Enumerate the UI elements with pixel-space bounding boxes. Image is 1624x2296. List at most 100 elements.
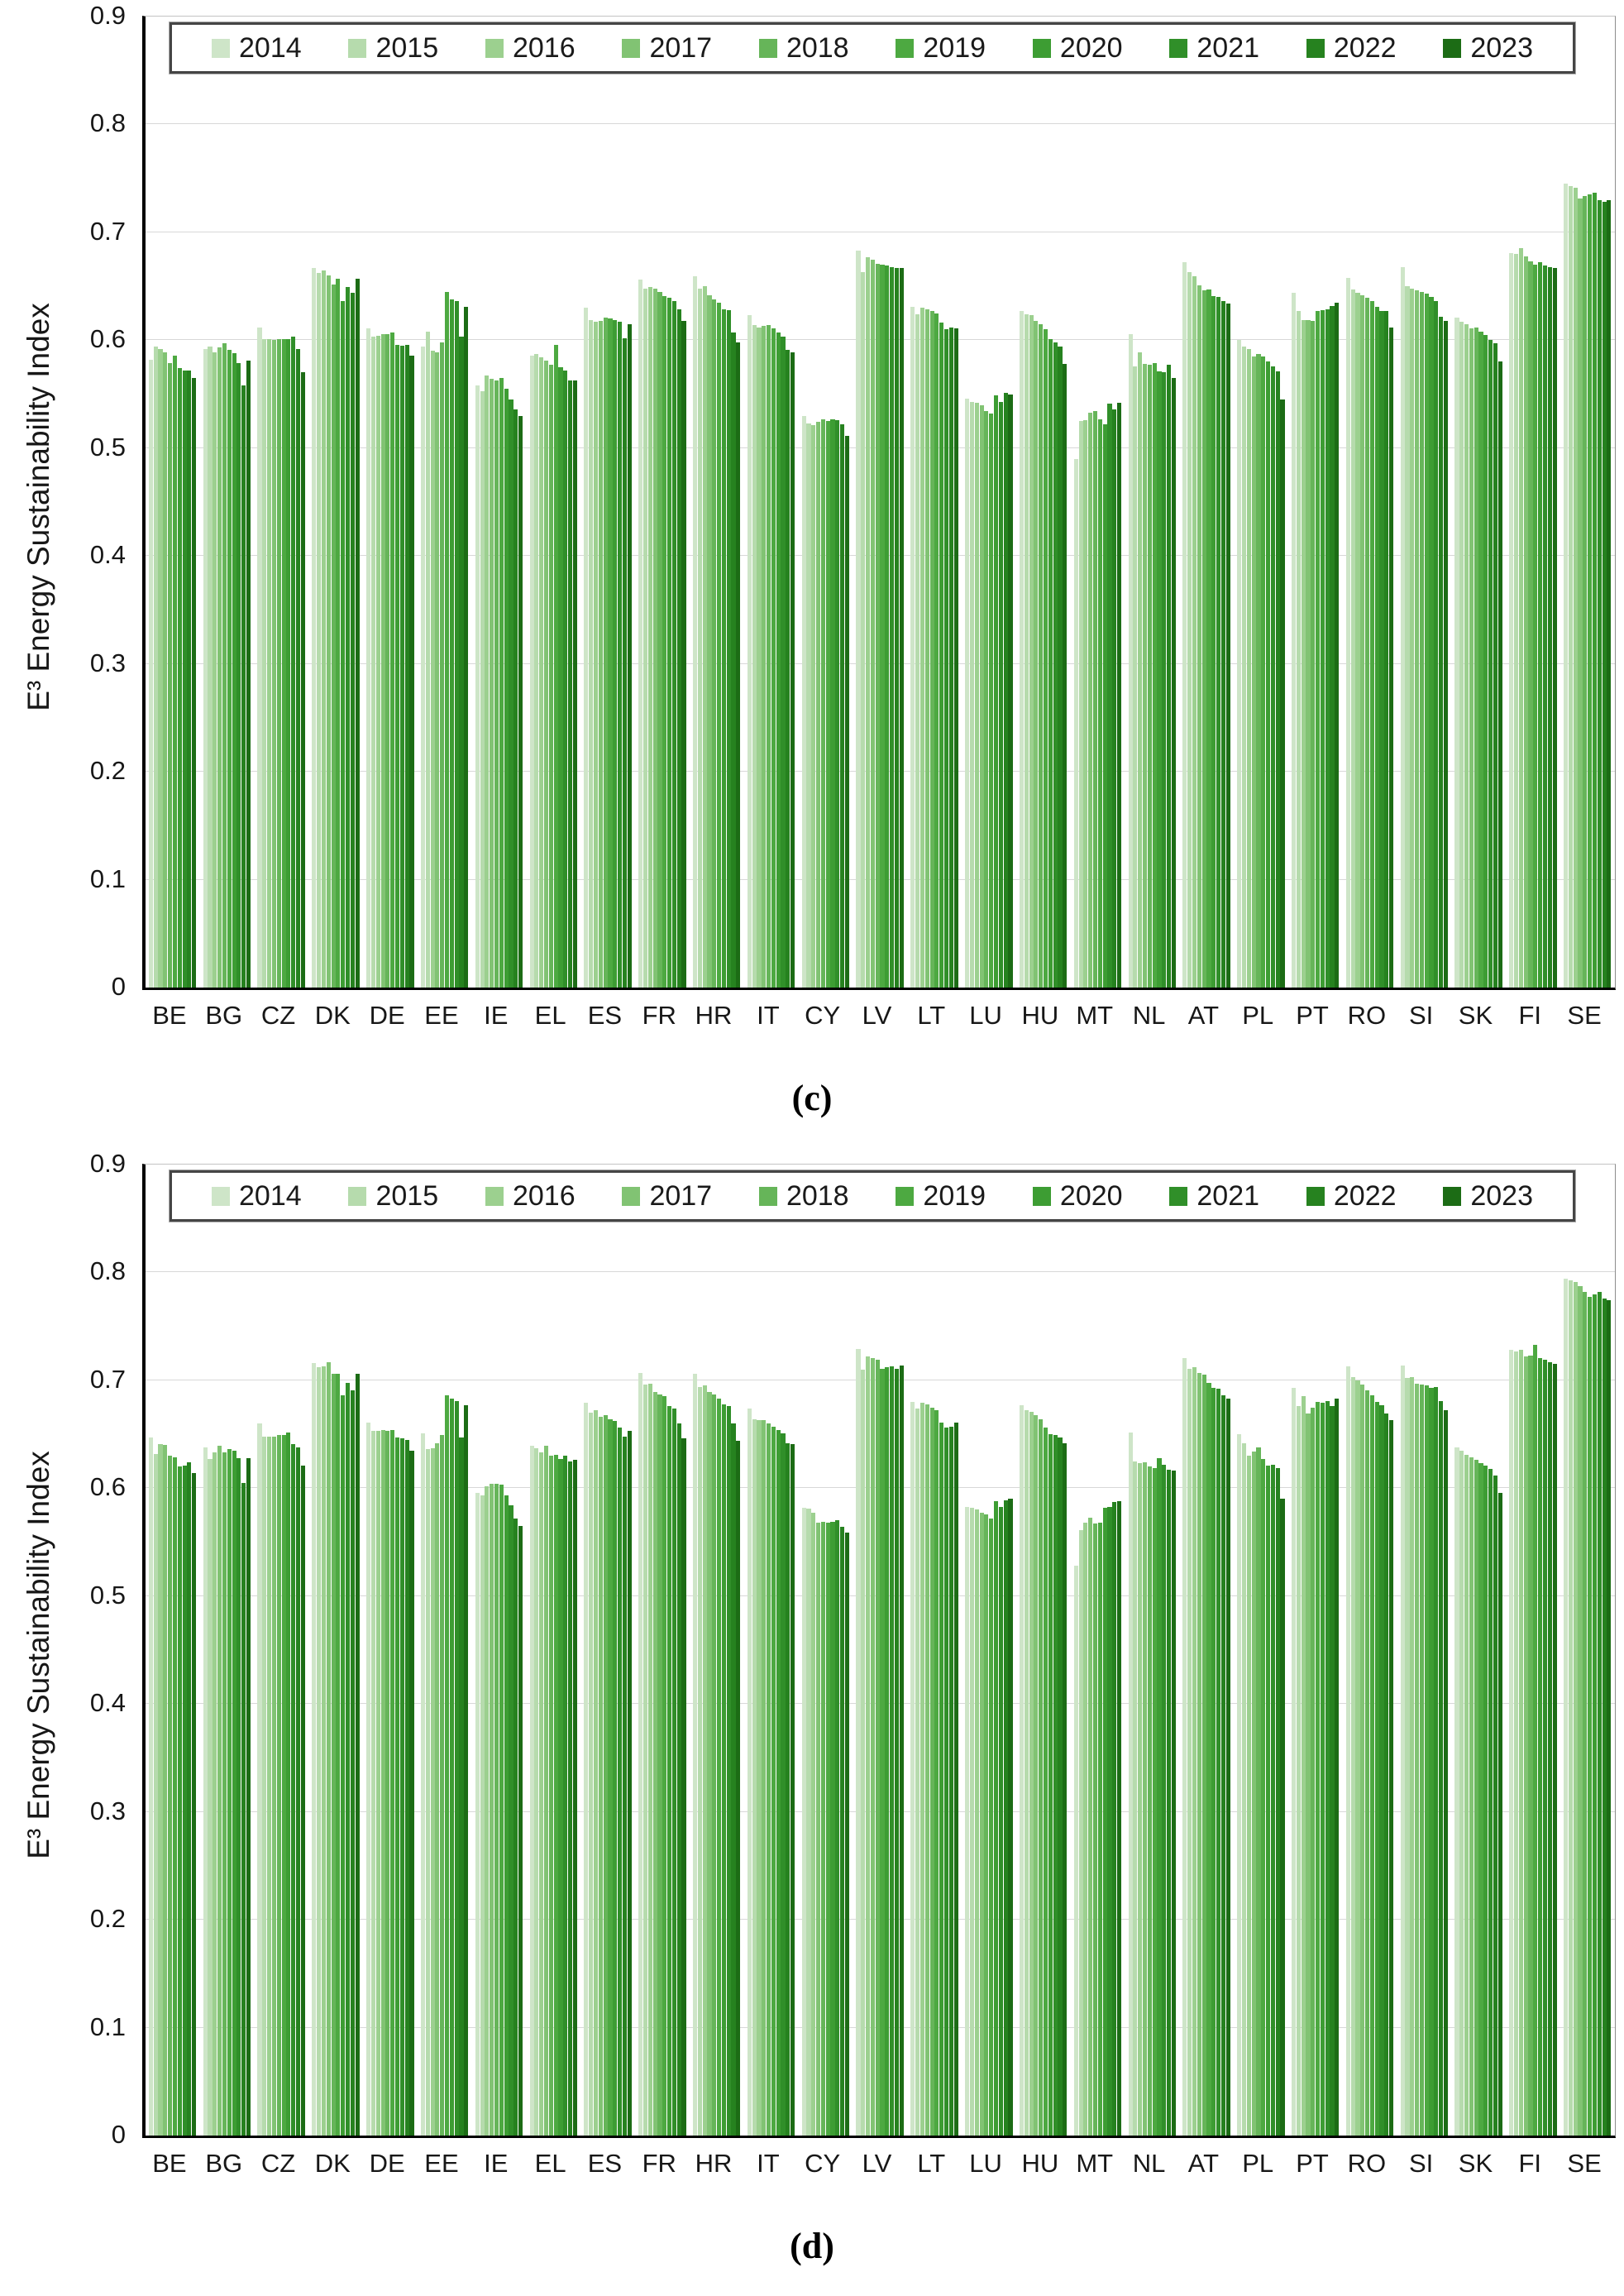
bar-group xyxy=(907,17,962,988)
bar xyxy=(965,1506,970,2136)
bar xyxy=(1063,1442,1068,2136)
bar xyxy=(652,288,657,988)
bar xyxy=(1048,1434,1053,2136)
bar xyxy=(613,1421,618,2136)
bar xyxy=(627,1431,632,2136)
bar xyxy=(1345,1366,1350,2136)
bar xyxy=(1602,1298,1607,2136)
bar xyxy=(767,325,771,988)
bar-group xyxy=(308,17,363,988)
bar xyxy=(712,1394,717,2136)
bar xyxy=(915,1408,920,2136)
x-axis-label: SI xyxy=(1408,2149,1434,2178)
legend-item: 2017 xyxy=(622,32,712,65)
legend-swatch-icon xyxy=(758,1186,777,1206)
bar xyxy=(731,332,736,988)
bar xyxy=(1578,199,1583,988)
bar xyxy=(1424,1385,1429,2136)
bar xyxy=(979,404,984,988)
bar xyxy=(1474,1460,1478,2136)
bar xyxy=(182,1465,187,2136)
x-axis-label: LT xyxy=(917,2149,946,2178)
bar xyxy=(543,361,549,988)
bar xyxy=(1008,1499,1013,2136)
x-axis-label: AT xyxy=(1187,2149,1220,2178)
x-axis-label: FI xyxy=(1518,2149,1542,2178)
bar xyxy=(948,327,953,988)
bar xyxy=(890,266,895,988)
bar xyxy=(1138,352,1143,988)
bar-group xyxy=(1452,17,1507,988)
bar xyxy=(840,424,845,988)
bar xyxy=(430,351,435,988)
bar xyxy=(1220,1395,1225,2136)
bar xyxy=(1602,202,1607,988)
bar xyxy=(1225,1399,1230,2136)
legend-label: 2021 xyxy=(1197,1179,1260,1212)
x-axis-label: IE xyxy=(484,1001,509,1030)
bar xyxy=(246,1457,251,2136)
legend-label: 2020 xyxy=(1059,31,1123,64)
bar xyxy=(1019,311,1024,988)
bar xyxy=(919,308,924,988)
bar xyxy=(1138,1463,1143,2136)
bar xyxy=(736,342,741,988)
bar xyxy=(627,323,632,988)
bar xyxy=(350,292,355,988)
x-axis-label: AT xyxy=(1187,1001,1220,1030)
legend-label: 2017 xyxy=(649,1179,713,1212)
bar xyxy=(1493,1475,1498,2136)
bar xyxy=(480,1495,485,2136)
bar xyxy=(1459,322,1464,988)
bar xyxy=(163,352,168,988)
bar xyxy=(1542,265,1548,988)
x-axis-label: MT xyxy=(1076,2149,1114,2178)
bar xyxy=(1355,1380,1360,2136)
bar xyxy=(1301,1396,1306,2136)
bar xyxy=(1197,1372,1201,2136)
bar xyxy=(326,1361,331,2136)
bar xyxy=(1483,334,1488,988)
bar-group xyxy=(1125,17,1180,988)
bar xyxy=(899,1365,904,2136)
bar-group xyxy=(255,17,309,988)
bar xyxy=(894,1368,900,2136)
x-axis-label: PL xyxy=(1242,2149,1274,2178)
bar xyxy=(989,1518,994,2136)
y-tick-label: 0.9 xyxy=(89,1,126,30)
bar xyxy=(281,1435,286,2136)
x-axis-label: LV xyxy=(862,2149,892,2178)
legend-label: 2017 xyxy=(649,31,713,64)
legend-swatch-icon xyxy=(1032,1186,1051,1206)
legend-item: 2014 xyxy=(212,32,302,65)
chart-panel-d: E³ Energy Sustainability Index 2014 2015 2… xyxy=(0,1148,1624,2296)
bar xyxy=(910,1401,915,2136)
bar-group xyxy=(690,1165,744,2136)
bar xyxy=(1429,297,1434,988)
bar xyxy=(404,344,409,988)
bar-group xyxy=(581,1165,636,2136)
bar xyxy=(1211,1388,1216,2136)
bar xyxy=(257,327,262,988)
bar xyxy=(880,265,885,988)
bar xyxy=(657,291,662,988)
bar xyxy=(1206,289,1211,988)
bar xyxy=(1083,419,1088,988)
bar xyxy=(317,273,322,988)
bar xyxy=(974,403,979,988)
bar xyxy=(1142,1462,1148,2136)
bar xyxy=(642,1385,648,2136)
legend-swatch-icon xyxy=(1169,1186,1188,1206)
bar xyxy=(1117,403,1122,988)
bar xyxy=(529,355,534,988)
bar-group xyxy=(635,1165,690,2136)
bar xyxy=(1434,1386,1439,2136)
y-axis-title: E³ Energy Sustainability Index xyxy=(21,1451,55,1859)
legend-label: 2020 xyxy=(1059,1179,1123,1212)
bar xyxy=(721,1404,726,2136)
bar xyxy=(1459,1450,1464,2136)
bar xyxy=(1365,1390,1370,2136)
bar xyxy=(262,1436,267,2136)
bar xyxy=(420,347,426,988)
x-axis-label: PL xyxy=(1242,1001,1274,1030)
